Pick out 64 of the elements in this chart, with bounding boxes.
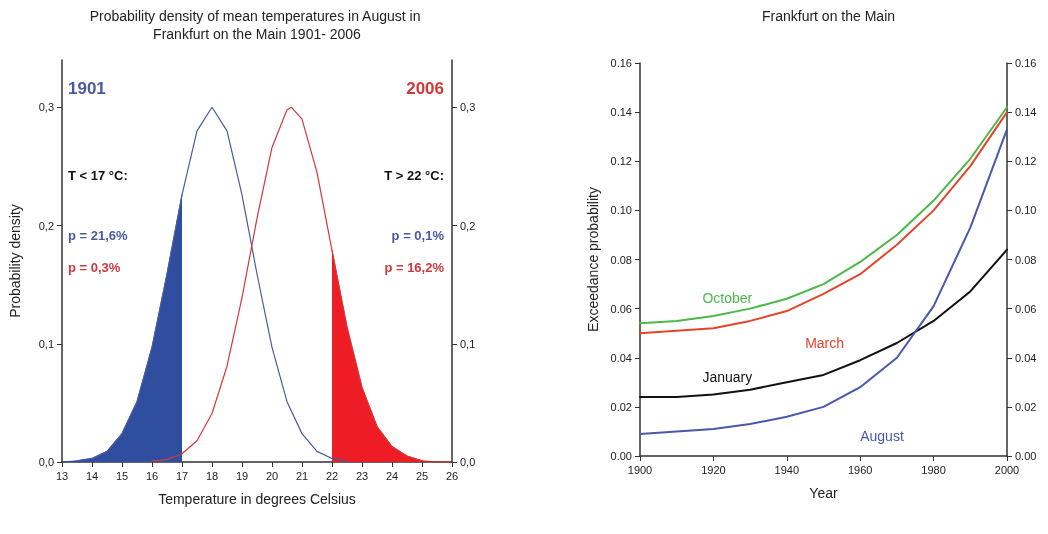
x-tick-label: 23 [355, 469, 369, 482]
chart-title: Frankfurt on the Main [761, 8, 896, 24]
text: August [860, 427, 904, 444]
y2-tick-label: 0.06 [1015, 302, 1037, 315]
series-label: January [702, 369, 753, 386]
x-tick-label: 2000 [994, 463, 1020, 476]
y-tick-label: 0.02 [610, 400, 632, 413]
annotation: p = 16,2% [384, 260, 445, 275]
x-tick-label: 1980 [921, 463, 946, 476]
y-tick-label: 0,0 [38, 456, 54, 468]
x-axis-title: Year [809, 485, 838, 501]
y2-tick-label: 0.12 [1015, 155, 1037, 168]
x-tick-label: 1900 [627, 463, 653, 476]
y2-tick-label: 0.00 [1015, 450, 1037, 462]
annotation: 1901 [68, 79, 106, 99]
x-tick-label: 21 [295, 469, 309, 482]
x-tick-label: 14 [85, 469, 99, 482]
annotation: p = 21,6% [68, 227, 129, 243]
x-tick-label: 18 [205, 469, 219, 482]
y2-tick-label: 0,0 [460, 456, 476, 468]
x-tick-label: 16 [145, 469, 159, 482]
y2-tick-label: 0.16 [1015, 57, 1037, 69]
y-tick-label: 0.00 [610, 450, 632, 462]
y-tick-label: 0.06 [610, 302, 632, 315]
y2-tick-label: 0.14 [1015, 106, 1037, 119]
y-tick-label: 0.16 [610, 57, 632, 69]
y-axis-title: Exceedance probability [584, 187, 601, 332]
y2-tick-label: 0.08 [1015, 253, 1037, 266]
y2-tick-label: 0.02 [1015, 400, 1037, 413]
x-tick-label: 22 [325, 469, 339, 482]
y-tick-label: 0.08 [610, 253, 632, 266]
chart-title: Probability density of mean temperatures in August in Frankfurt on the Main 1901- 2006 [89, 8, 425, 42]
y2-tick-label: 0.04 [1015, 351, 1037, 364]
y-tick-label: 0.10 [610, 204, 632, 217]
y-tick-label: 0.04 [610, 351, 632, 364]
y2-tick-label: 0,3 [460, 101, 476, 114]
series-label: October [702, 290, 753, 307]
x-tick-label: 25 [415, 469, 429, 482]
annotation: T > 22 °C: [384, 167, 445, 183]
x-tick-label: 1940 [774, 463, 800, 476]
x-tick-label: 13 [55, 469, 69, 482]
annotation: p = 0,1% [391, 227, 445, 243]
x-tick-label: 17 [175, 469, 189, 482]
y-axis-title: Probability density [7, 204, 23, 318]
y-tick-label: 0,1 [38, 337, 54, 350]
y-tick-label: 0.14 [610, 106, 632, 119]
x-tick-label: 26 [445, 469, 459, 482]
y2-tick-label: 0,1 [460, 337, 476, 350]
y-tick-label: 0.12 [610, 155, 632, 168]
annotation: 2006 [406, 79, 445, 99]
y-tick-label: 0,2 [38, 219, 54, 232]
y2-tick-label: 0.10 [1015, 204, 1037, 217]
y2-tick-label: 0,2 [460, 219, 476, 232]
y-tick-label: 0,3 [38, 101, 54, 114]
x-tick-label: 19 [235, 469, 249, 482]
annotation: T < 17 °C: [68, 167, 128, 183]
x-tick-label: 1920 [701, 463, 726, 476]
annotation: p = 0,3% [68, 260, 121, 275]
x-tick-label: 20 [265, 469, 279, 482]
x-tick-label: 24 [385, 469, 399, 482]
x-tick-label: 1960 [847, 463, 873, 476]
x-tick-label: 15 [115, 469, 129, 482]
x-axis-title: Temperature in degrees Celsius [158, 491, 356, 507]
text: March [805, 334, 845, 351]
